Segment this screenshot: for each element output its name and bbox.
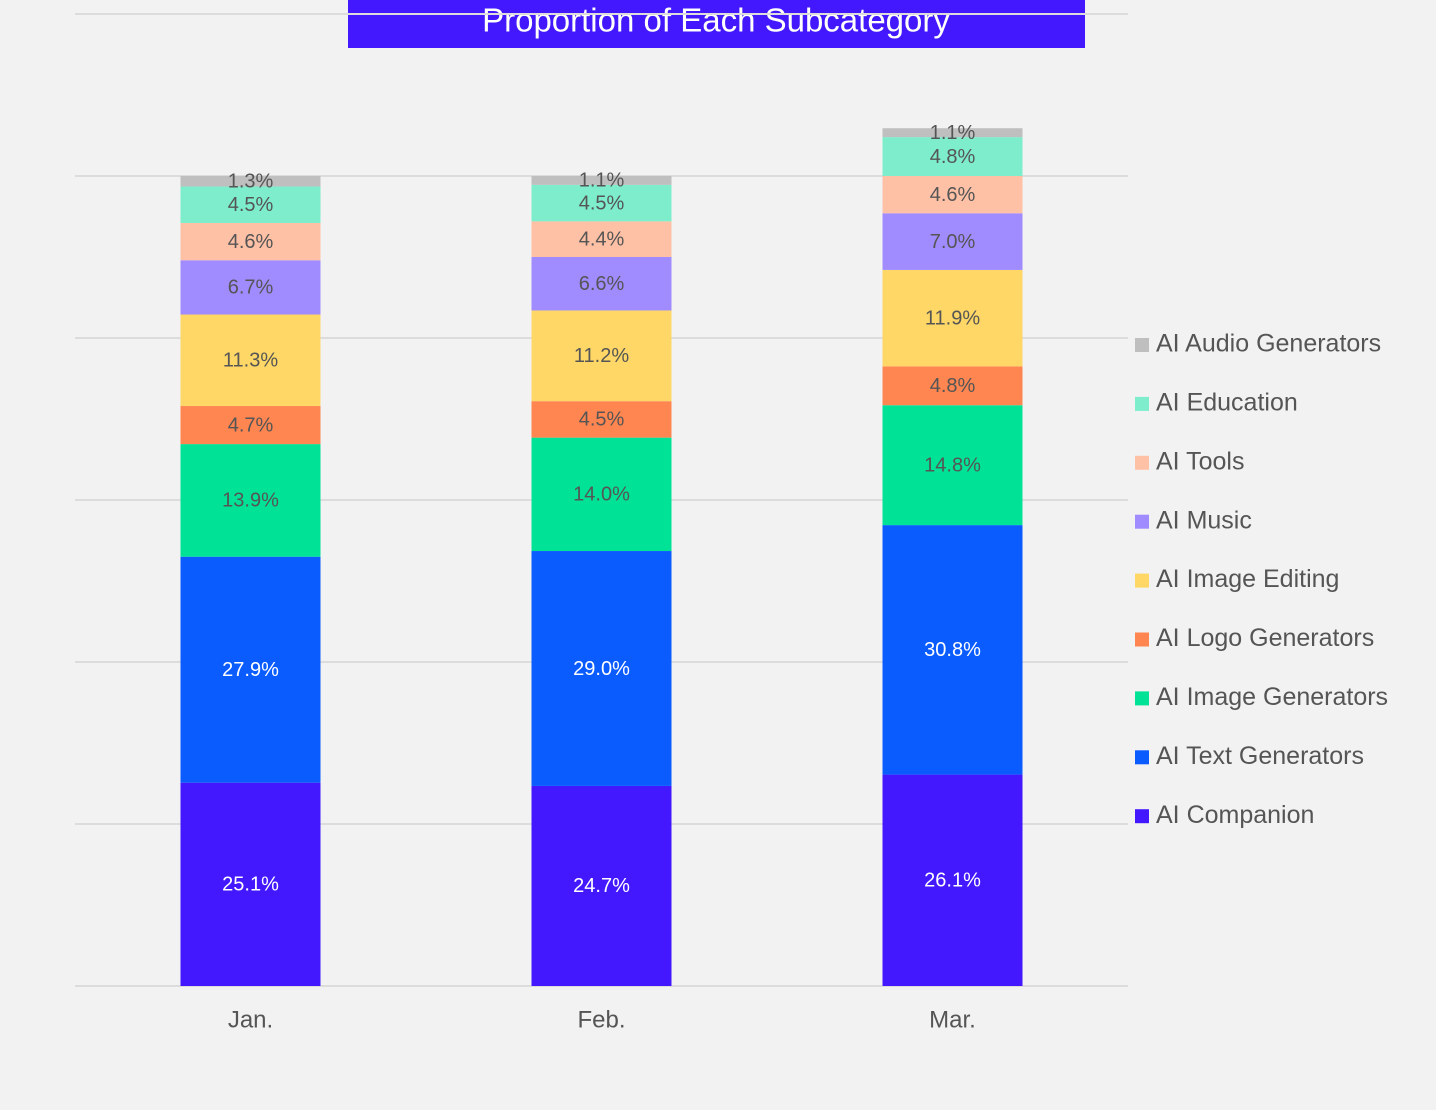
bar-segment [180,782,321,986]
bar-segment [180,314,321,407]
legend-swatch [1135,338,1149,352]
value-label: 4.4% [579,228,625,250]
bar-segment [531,184,672,222]
legend-swatch [1135,632,1149,647]
bar-segment [180,406,321,445]
value-label: 4.5% [579,409,625,431]
legend-swatch [1135,514,1149,529]
bar-segment [882,176,1023,214]
legend-swatch [1135,396,1149,411]
value-label: 11.2% [574,345,629,367]
bar-segment [882,525,1023,775]
value-label: 6.6% [579,273,625,295]
value-label: 4.7% [228,414,274,436]
x-tick-label: Mar. [929,1006,976,1033]
value-label: 1.1% [930,122,976,144]
legend-swatch [1135,573,1149,588]
bar-segment [180,176,321,187]
bar-segment [531,221,672,257]
legend-swatch [1135,750,1149,765]
value-label: 4.6% [228,231,274,253]
legend-label: AI Music [1156,506,1252,534]
value-label: 11.3% [223,350,278,372]
value-label: 4.5% [228,194,274,216]
value-label: 14.0% [573,484,630,506]
legend-swatch [1135,809,1149,824]
bar-segment [180,444,321,557]
x-tick-label: Jan. [228,1006,273,1033]
value-label: 4.6% [930,184,976,206]
value-label: 4.8% [930,146,976,168]
bar-segment [531,785,672,986]
value-label: 13.9% [222,490,279,512]
value-label: 29.0% [573,658,630,680]
value-label: 1.1% [579,170,625,192]
value-label: 14.8% [924,454,981,476]
bar-segment [882,405,1023,526]
title-background [348,0,1085,48]
legend-label: AI Image Generators [1156,683,1388,711]
legend-label: AI Audio Generators [1156,330,1381,358]
bar-segment [882,213,1023,270]
legend-label: AI Text Generators [1156,742,1364,770]
value-label: 30.8% [924,639,981,661]
bar-segment [882,137,1023,176]
bar-segment [882,128,1023,138]
bar-segment [531,176,672,185]
legend-swatch [1135,455,1149,470]
bar-segment [180,186,321,223]
legend-label: AI Image Editing [1156,565,1339,593]
value-label: 6.7% [228,277,274,299]
value-label: 27.9% [222,659,279,681]
value-label: 26.1% [924,870,981,892]
value-label: 11.9% [925,307,980,329]
value-label: 25.1% [222,874,279,896]
bar-segment [882,366,1023,406]
bar-segment [531,310,672,402]
value-label: 1.3% [228,171,274,193]
legend-label: AI Logo Generators [1156,624,1374,652]
legend-label: AI Education [1156,389,1298,417]
bar-segment [531,437,672,552]
legend-swatch [1135,691,1149,706]
bar-segment [531,257,672,311]
bar-segment [882,774,1023,986]
bar-segment [180,222,321,261]
chart-title: Proportion of Each Subcategory [482,2,950,39]
bar-segment [180,260,321,315]
value-label: 4.5% [579,192,625,214]
bar-segment [180,556,321,783]
bar-segment [531,551,672,786]
legend-label: AI Tools [1156,447,1244,475]
x-tick-label: Feb. [577,1006,625,1033]
value-label: 24.7% [573,875,630,897]
bar-segment [531,401,672,438]
value-label: 7.0% [930,231,976,253]
value-label: 4.8% [930,375,976,397]
bar-segment [882,269,1023,367]
legend-label: AI Companion [1156,801,1314,829]
